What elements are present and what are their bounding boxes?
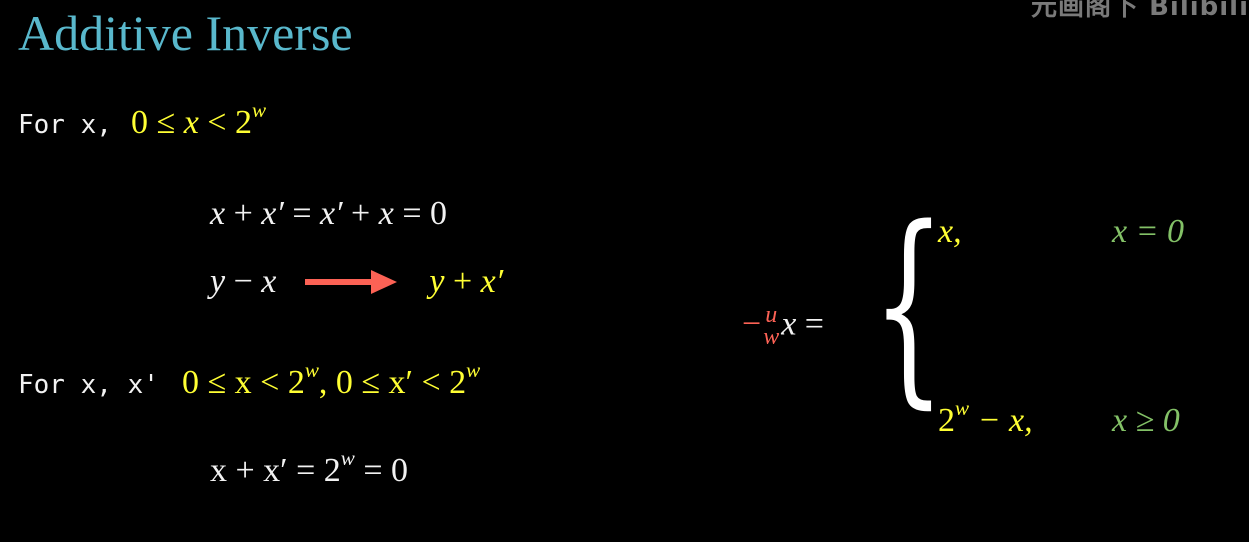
plus-symbol: + bbox=[233, 195, 253, 232]
condition-line-2: For x, x' 0 ≤ x < 2w, 0 ≤ x′ < 2w bbox=[18, 360, 480, 402]
right-arrow-icon bbox=[304, 265, 397, 303]
two: 2 bbox=[938, 402, 955, 439]
w-exponent: w bbox=[466, 358, 481, 383]
overflow-lhs: x + x′ = 2 bbox=[210, 452, 341, 489]
w-exponent: w bbox=[251, 98, 267, 123]
condition-range-x-prime: 0 ≤ x′ < 2 bbox=[335, 364, 467, 401]
transform-result: y + x′ bbox=[429, 263, 503, 300]
y-var: y bbox=[210, 263, 226, 300]
case-2-value: 2w − x, bbox=[938, 398, 1033, 440]
minus-symbol: − bbox=[233, 263, 253, 300]
plus-symbol: + bbox=[452, 263, 473, 300]
x-var: x bbox=[183, 104, 199, 141]
w-label: w bbox=[763, 323, 780, 350]
x-prime-var: x′ bbox=[480, 263, 504, 300]
eq-symbol: = bbox=[804, 305, 824, 343]
two: 2 bbox=[234, 104, 252, 141]
zero: 0 bbox=[131, 104, 149, 141]
negation-operator: − u wx = bbox=[742, 302, 824, 350]
case-1-condition: x = 0 bbox=[1112, 213, 1184, 251]
condition-expression-2: 0 ≤ x < 2w, 0 ≤ x′ < 2w bbox=[181, 360, 480, 401]
left-brace-icon: { bbox=[872, 182, 946, 427]
lt-symbol: < bbox=[207, 104, 227, 141]
overflow-rhs: = 0 bbox=[363, 452, 409, 489]
comma: , bbox=[318, 364, 328, 401]
condition-label-1: For x, bbox=[18, 110, 112, 140]
condition-line-1: For x, 0 ≤ x < 2w bbox=[18, 100, 266, 142]
x-var: x bbox=[261, 263, 277, 300]
case-1-value-text: x, bbox=[938, 213, 962, 250]
case-2-condition: x ≥ 0 bbox=[1112, 402, 1180, 440]
page-title: Additive Inverse bbox=[18, 5, 353, 61]
x-prime-var: x′ bbox=[320, 195, 343, 232]
le-symbol: ≤ bbox=[156, 104, 176, 141]
equation-overflow: x + x′ = 2w = 0 bbox=[210, 448, 409, 490]
eq-symbol: = bbox=[292, 195, 312, 232]
watermark: 元画阁下 Bilibili bbox=[1031, 0, 1249, 22]
equation-sum-zero: x + x′ = x′ + x = 0 bbox=[210, 195, 447, 233]
condition-label-2: For x, x' bbox=[18, 370, 159, 400]
x-var: x bbox=[781, 305, 797, 343]
zero: 0 bbox=[430, 195, 447, 232]
w-exponent: w bbox=[340, 446, 355, 471]
u-label: u bbox=[765, 302, 778, 328]
eq-symbol: = bbox=[402, 195, 422, 232]
w-exponent: w bbox=[955, 396, 970, 421]
equation-transform: y − x y + x′ bbox=[210, 263, 503, 303]
case-2-value-rest: − x, bbox=[977, 402, 1033, 439]
x-var: x bbox=[378, 195, 394, 232]
minus-symbol: − bbox=[742, 305, 762, 343]
x-prime-var: x′ bbox=[261, 195, 284, 232]
x-var: x bbox=[210, 195, 226, 232]
case-2-condition-text: x ≥ 0 bbox=[1112, 402, 1180, 439]
y-var: y bbox=[429, 263, 445, 300]
case-1-value: x, bbox=[938, 213, 962, 251]
plus-symbol: + bbox=[351, 195, 371, 232]
w-exponent: w bbox=[304, 358, 319, 383]
condition-expression-1: 0 ≤ x < 2w bbox=[131, 100, 266, 141]
case-1-condition-text: x = 0 bbox=[1112, 213, 1185, 250]
condition-range-x: 0 ≤ x < 2 bbox=[181, 364, 305, 401]
